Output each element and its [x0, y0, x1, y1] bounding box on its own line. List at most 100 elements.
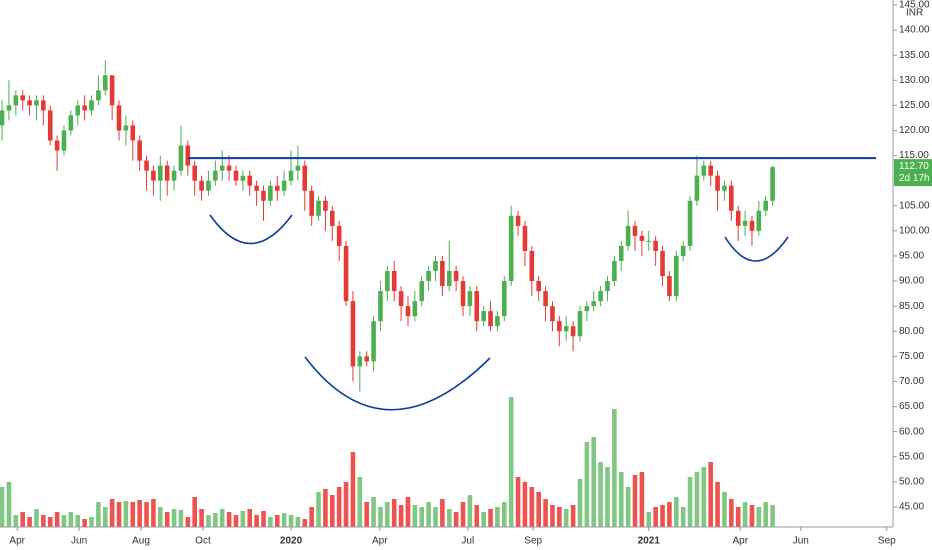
candle-body [729, 185, 734, 211]
x-tick-label: Jun [793, 536, 809, 547]
volume-bar [481, 512, 486, 527]
candle-body [481, 311, 486, 322]
candle-body [577, 311, 583, 337]
volume-bar [639, 472, 645, 527]
volume-bar [199, 509, 204, 527]
volume-bar [254, 515, 259, 527]
volume-bar [240, 511, 246, 527]
volume-bar [708, 462, 713, 527]
volume-bar [440, 499, 445, 527]
candle-body [419, 281, 425, 302]
volume-bar [364, 502, 369, 527]
volume-bar [391, 499, 397, 527]
candle-body [391, 271, 397, 292]
candle-body [412, 301, 418, 317]
volume-bar [185, 517, 191, 527]
candle-body [54, 140, 60, 151]
volume-bar [701, 467, 707, 527]
candle-body [47, 110, 53, 141]
candle-body [261, 190, 266, 201]
volume-bar [550, 505, 555, 527]
pattern-curve [209, 214, 293, 245]
volume-bar [557, 507, 562, 527]
volume-bar [75, 515, 81, 527]
volume-bar [378, 507, 383, 527]
y-tick-label: 140.00 [899, 25, 930, 36]
volume-bar [302, 519, 308, 527]
candle-body [701, 165, 707, 176]
volume-bar [474, 505, 480, 527]
volume-bar [219, 509, 225, 527]
candle-body [460, 281, 466, 307]
candle-body [130, 125, 136, 141]
volume-bar [660, 505, 665, 527]
volume-bar [653, 507, 658, 527]
y-tick-label: 50.00 [899, 476, 924, 487]
candle-body [240, 175, 246, 181]
candle-body [295, 165, 301, 171]
volume-bar [54, 512, 60, 527]
candle-body [213, 170, 218, 181]
candle-body [694, 175, 700, 201]
candle-body [219, 165, 225, 171]
y-tick-label: 95.00 [899, 251, 924, 262]
x-tick-label: Jun [71, 536, 87, 547]
candle-body [274, 185, 280, 191]
candle-body [109, 75, 115, 106]
candle-body [61, 130, 67, 151]
volume-bar [295, 517, 301, 527]
y-tick-label: 70.00 [899, 376, 924, 387]
volume-bar [577, 479, 583, 527]
candle-body [680, 245, 686, 256]
pattern-curve [304, 356, 491, 411]
candle-body [453, 271, 459, 282]
volume-bar [612, 409, 617, 527]
volume-bar [34, 509, 39, 527]
candle-body [563, 326, 569, 332]
volume-bar [467, 495, 473, 527]
volume-bar [178, 510, 184, 527]
candle-body [467, 291, 473, 307]
volume-bar [268, 517, 273, 527]
volume-bar [385, 502, 390, 527]
candle-body [543, 291, 548, 307]
candle-body [522, 225, 528, 251]
volume-bar [433, 507, 438, 527]
candle-body [653, 240, 658, 251]
currency-label: INR [906, 8, 923, 19]
volume-bar [89, 517, 94, 527]
candle-body [20, 95, 26, 101]
candle-body [96, 90, 101, 101]
volume-bar [371, 497, 376, 527]
volume-bar [130, 502, 136, 527]
candle-body [501, 281, 507, 317]
volume-bar [329, 495, 335, 527]
volume-bar [770, 505, 775, 527]
candle-body [247, 175, 253, 186]
volume-bar [274, 515, 280, 527]
volume-bar [20, 512, 26, 527]
volume-bar [453, 512, 459, 527]
candle-body [89, 100, 94, 111]
candle-body [316, 200, 321, 216]
candle-body [123, 125, 129, 131]
volume-bar [501, 502, 507, 527]
volume-bar [756, 507, 762, 527]
candle-body [749, 220, 755, 231]
volume-bar [350, 452, 356, 527]
candle-body [398, 291, 404, 307]
volume-bar [206, 515, 211, 527]
candle-body [426, 271, 431, 282]
volume-bar [536, 492, 541, 527]
volume-bar [316, 492, 321, 527]
candle-body [605, 281, 610, 292]
candle-body [488, 311, 493, 327]
volume-bar [309, 507, 314, 527]
candle-body [13, 95, 19, 106]
candle-body [185, 145, 191, 166]
volume-bar [247, 509, 253, 527]
candle-body [687, 200, 693, 246]
candle-body [336, 225, 342, 246]
candle-body [199, 180, 204, 191]
